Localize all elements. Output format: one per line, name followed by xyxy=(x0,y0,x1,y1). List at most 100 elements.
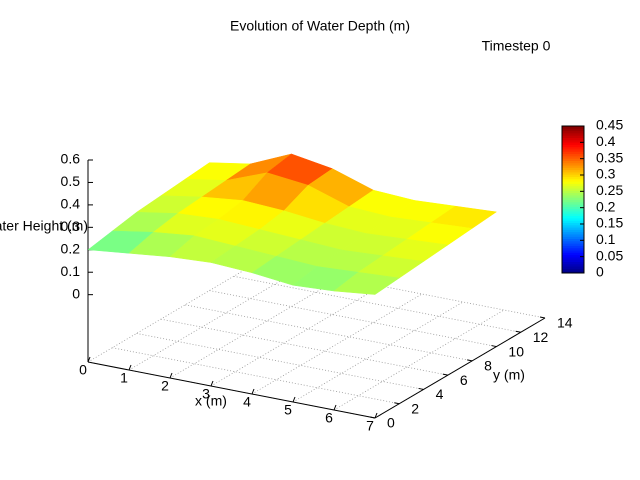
colorbar-tick-label: 0.4 xyxy=(596,133,616,149)
colorbar-tick-label: 0.1 xyxy=(596,231,616,247)
x-tick-label: 5 xyxy=(284,402,292,418)
y-tick-label: 6 xyxy=(460,372,468,388)
y-axis xyxy=(374,317,546,419)
colorbar-cell xyxy=(562,162,584,166)
colorbar-cell xyxy=(562,160,584,164)
x-tick xyxy=(292,396,296,403)
colorbar-cell xyxy=(562,204,584,207)
colorbar-cell xyxy=(562,132,584,136)
colorbar-cell xyxy=(562,268,584,272)
colorbar-cell xyxy=(562,254,584,258)
colorbar-cell xyxy=(562,128,584,132)
colorbar-cell xyxy=(562,243,584,246)
x-tick xyxy=(128,364,132,371)
y-tick xyxy=(394,402,400,405)
y-tick-label: 12 xyxy=(533,329,549,345)
colorbar-tick-label: 0.2 xyxy=(596,198,616,214)
x-tick-label: 2 xyxy=(161,378,169,394)
colorbar-cell xyxy=(562,139,584,143)
colorbar-cell xyxy=(562,192,584,196)
colorbar-cell xyxy=(562,263,584,267)
y-tick xyxy=(539,316,546,319)
x-tick xyxy=(374,412,378,419)
colorbar-cell xyxy=(562,208,584,212)
z-tick-label: 0.6 xyxy=(61,151,81,167)
x-tick-label: 1 xyxy=(120,370,128,386)
colorbar-cell xyxy=(562,190,584,194)
colorbar-cell xyxy=(562,144,584,148)
colorbar-cell xyxy=(562,167,584,171)
colorbar-cell xyxy=(562,245,584,249)
y-tick xyxy=(515,330,521,333)
x-tick xyxy=(87,356,91,363)
colorbar-cell xyxy=(562,213,584,217)
colorbar-tick-label: 0.35 xyxy=(596,149,623,165)
x-tick-label: 3 xyxy=(202,386,210,402)
colorbar-cell xyxy=(562,201,584,205)
chart-subtitle: Timestep 0 xyxy=(482,38,551,54)
colorbar-cell xyxy=(562,197,584,200)
colorbar-cell xyxy=(562,158,584,161)
z-tick-label: 0.2 xyxy=(61,240,81,256)
y-tick-label: 10 xyxy=(508,343,524,359)
colorbar-cell xyxy=(562,126,584,129)
colorbar-cell xyxy=(562,178,584,182)
x-tick-label: 0 xyxy=(79,362,87,378)
colorbar-frame xyxy=(561,125,585,274)
z-tick-label: 0.3 xyxy=(61,218,81,234)
colorbar-cell xyxy=(562,176,584,180)
z-tick-label: 0 xyxy=(72,285,80,301)
colorbar-cell xyxy=(562,229,584,233)
colorbar-tick-label: 0.3 xyxy=(596,166,616,182)
x-tick xyxy=(333,404,337,411)
y-tick xyxy=(369,416,376,419)
colorbar-cell xyxy=(562,256,584,260)
y-axis-label: y (m) xyxy=(493,367,525,383)
colorbar-cell xyxy=(562,146,584,150)
y-tick-label: 8 xyxy=(484,358,492,374)
z-tick-label: 0.1 xyxy=(61,263,81,279)
colorbar-cell xyxy=(562,188,584,191)
colorbar-cell xyxy=(562,135,584,138)
colorbar-cell xyxy=(562,236,584,240)
colorbar-cell xyxy=(562,227,584,230)
colorbar-cell xyxy=(562,233,584,237)
y-tick-label: 4 xyxy=(436,386,444,402)
colorbar-tick-label: 0.05 xyxy=(596,247,623,263)
x-axis xyxy=(87,361,376,419)
colorbar-cell xyxy=(562,224,584,228)
z-tick-label: 0.4 xyxy=(61,196,81,212)
colorbar-cell xyxy=(562,151,584,155)
colorbar-cell xyxy=(562,222,584,226)
x-tick xyxy=(251,388,255,395)
colorbar-cell xyxy=(562,171,584,175)
grid-line xyxy=(233,275,521,333)
colorbar-tick-label: 0 xyxy=(596,264,604,280)
colorbar-cell xyxy=(562,137,584,141)
colorbar-cell xyxy=(562,250,584,253)
colorbar-cell xyxy=(562,155,584,159)
surface-patch xyxy=(333,272,400,295)
y-tick xyxy=(467,359,473,362)
colorbar-cell xyxy=(562,174,584,178)
colorbar-cell xyxy=(562,153,584,157)
colorbar-cell xyxy=(562,185,584,189)
chart-title: Evolution of Water Depth (m) xyxy=(230,18,410,34)
colorbar-cell xyxy=(562,169,584,173)
colorbar-cell xyxy=(562,252,584,256)
y-tick-label: 2 xyxy=(411,400,419,416)
colorbar-cell xyxy=(562,199,584,203)
y-tick xyxy=(491,345,497,348)
colorbar-cell xyxy=(562,266,584,269)
colorbar-cell xyxy=(562,259,584,263)
y-tick xyxy=(418,387,424,390)
colorbar-cell xyxy=(562,142,584,145)
x-tick-label: 6 xyxy=(325,410,333,426)
colorbar-cell xyxy=(562,247,584,251)
colorbar-tick-label: 0.15 xyxy=(596,215,623,231)
colorbar-cell xyxy=(562,261,584,265)
colorbar-cell xyxy=(562,183,584,187)
colorbar-cell xyxy=(562,210,584,214)
x-tick xyxy=(169,372,173,379)
colorbar-cell xyxy=(562,270,584,274)
